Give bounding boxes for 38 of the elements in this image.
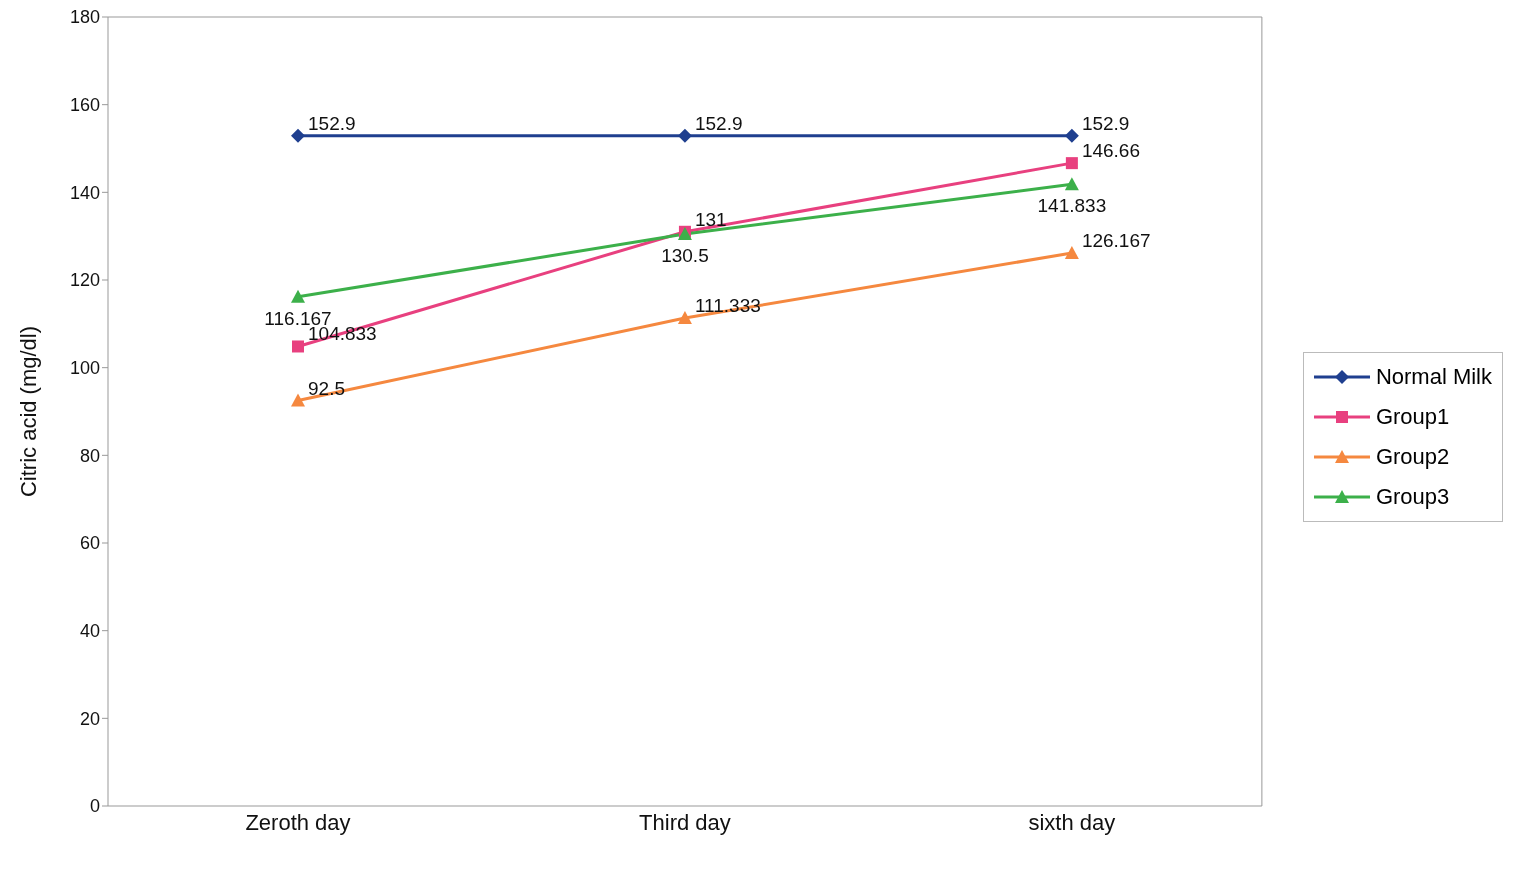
data-label: 152.9 bbox=[694, 112, 743, 134]
x-tick-label: Third day bbox=[639, 809, 731, 835]
point bbox=[1064, 245, 1079, 259]
y-tick-label: 140 bbox=[69, 182, 100, 203]
point bbox=[291, 289, 305, 303]
data-label: 126.167 bbox=[1081, 229, 1151, 251]
y-tick-label: 120 bbox=[69, 270, 100, 291]
legend-label: Group1 bbox=[1375, 404, 1450, 430]
point bbox=[292, 340, 304, 353]
y-tick-label: 60 bbox=[79, 533, 100, 554]
y-tick-label: 80 bbox=[79, 445, 100, 466]
data-label: 130.5 bbox=[661, 244, 709, 266]
legend-label: Group3 bbox=[1375, 484, 1450, 510]
y-axis-title: Citric acid (mg/dl) bbox=[15, 325, 41, 498]
data-label: 152.9 bbox=[308, 112, 356, 134]
data-label: 92.5 bbox=[308, 377, 345, 399]
legend-label: Normal Milk bbox=[1375, 364, 1492, 390]
point bbox=[1065, 157, 1078, 170]
x-tick-label: sixth day bbox=[1028, 809, 1116, 835]
point bbox=[677, 310, 692, 324]
y-tick-label: 0 bbox=[89, 796, 100, 817]
point bbox=[1064, 177, 1079, 191]
data-label: 111.333 bbox=[694, 294, 761, 316]
point bbox=[291, 128, 305, 143]
data-label: 146.66 bbox=[1081, 140, 1140, 162]
point bbox=[291, 393, 305, 407]
point bbox=[677, 128, 692, 143]
point bbox=[1064, 128, 1079, 143]
y-tick-label: 100 bbox=[69, 358, 100, 379]
data-label: 152.9 bbox=[1081, 112, 1130, 134]
x-tick-label: Zeroth day bbox=[245, 809, 351, 835]
y-tick-label: 180 bbox=[69, 7, 100, 28]
y-tick-label: 20 bbox=[79, 708, 100, 729]
y-tick-label: 160 bbox=[69, 95, 100, 116]
y-tick-label: 40 bbox=[79, 621, 100, 642]
data-label: 131 bbox=[694, 208, 727, 230]
legend-label: Group2 bbox=[1375, 444, 1450, 470]
data-label: 141.833 bbox=[1037, 195, 1107, 217]
